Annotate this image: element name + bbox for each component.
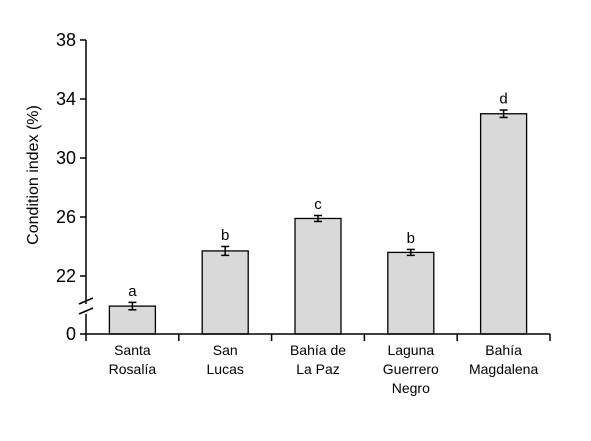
significance-label: b xyxy=(407,230,415,247)
y-axis: 0 22 26 30 34 38 xyxy=(56,30,94,344)
x-tick-label: Laguna xyxy=(387,342,434,358)
x-tick-label: La Paz xyxy=(296,361,340,377)
x-tick-label: Negro xyxy=(392,380,430,396)
significance-label: a xyxy=(128,283,137,300)
x-tick-label: San xyxy=(213,342,238,358)
x-tick-label: Santa xyxy=(114,342,151,358)
y-tick-label: 34 xyxy=(56,89,76,109)
bar xyxy=(294,217,342,335)
x-tick-label: Guerrero xyxy=(383,361,439,377)
significance-label: c xyxy=(314,196,322,213)
significance-label: b xyxy=(221,227,229,244)
y-tick-label: 0 xyxy=(66,324,76,344)
bar xyxy=(387,251,435,335)
axis-break-mark-upper xyxy=(78,297,94,305)
significance-label: d xyxy=(499,91,507,108)
y-tick-label: 30 xyxy=(56,148,76,168)
bars: a b c b d xyxy=(108,91,528,335)
y-tick-label: 38 xyxy=(56,30,76,50)
x-tick-label: Bahía xyxy=(485,342,522,358)
x-tick-label: Bahía de xyxy=(290,342,346,358)
bar xyxy=(479,113,528,335)
x-axis: Santa Rosalía San Lucas Bahía de La Paz Laguna… xyxy=(85,333,551,396)
x-tick-label: Lucas xyxy=(207,361,244,377)
y-tick-label: 22 xyxy=(56,266,76,286)
axis-break-mark-lower xyxy=(78,307,94,315)
x-tick-label: Rosalía xyxy=(109,361,157,377)
bar xyxy=(201,250,249,335)
y-tick-label: 26 xyxy=(56,207,76,227)
x-tick-label: Magdalena xyxy=(469,361,538,377)
y-axis-title: Condition index (%) xyxy=(25,105,42,245)
